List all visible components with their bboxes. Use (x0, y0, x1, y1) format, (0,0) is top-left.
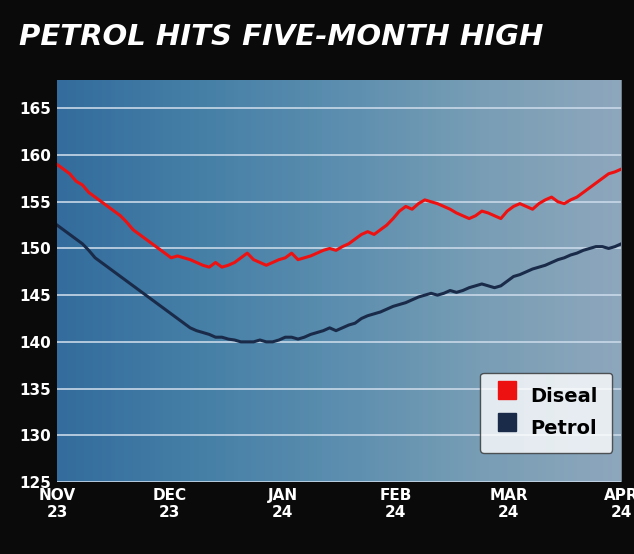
Legend: Diseal, Petrol: Diseal, Petrol (480, 373, 612, 453)
Text: PETROL HITS FIVE-MONTH HIGH: PETROL HITS FIVE-MONTH HIGH (19, 23, 543, 52)
